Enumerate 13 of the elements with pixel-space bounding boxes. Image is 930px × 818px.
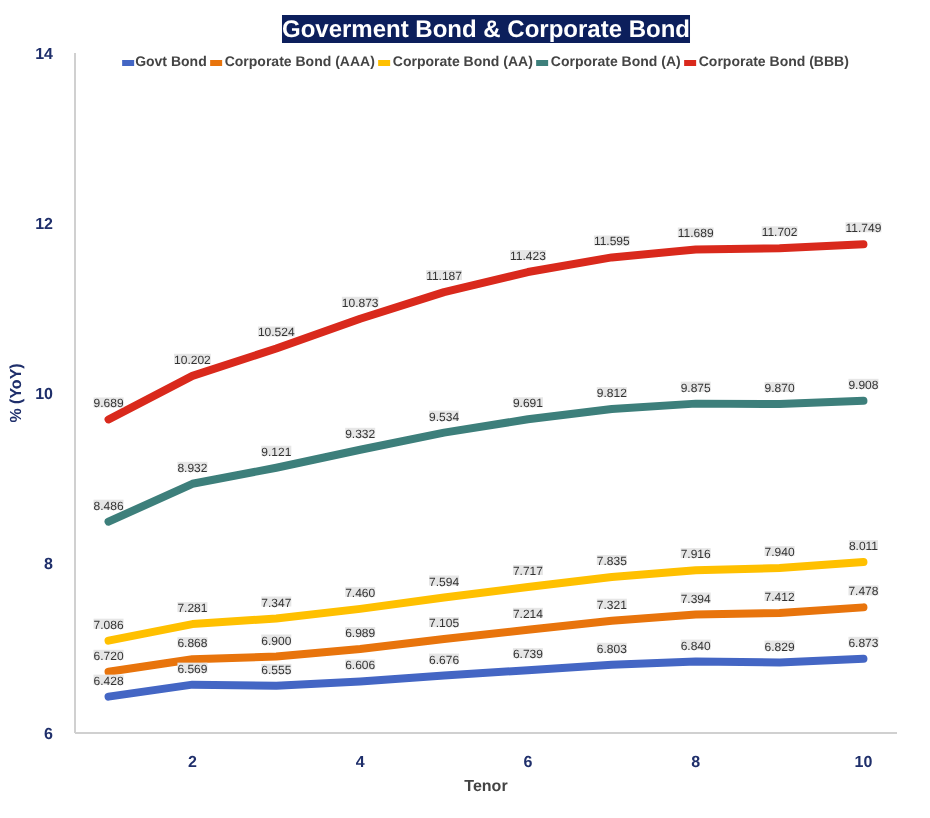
x-tick-label: 10 [854, 753, 874, 771]
x-axis-title: Tenor [464, 777, 508, 795]
x-tick-label: 4 [355, 753, 366, 771]
x-tick-label: 2 [187, 753, 198, 771]
y-axis-title: % (YoY) [7, 362, 26, 423]
y-tick-label: 6 [44, 725, 55, 743]
y-tick-label: 14 [35, 45, 55, 63]
y-tick-label: 8 [44, 555, 55, 573]
x-tick-label: 6 [523, 753, 534, 771]
y-tick-label: 12 [35, 215, 55, 233]
y-tick-label: 10 [35, 385, 55, 403]
x-tick-label: 8 [691, 753, 702, 771]
chart-title: Goverment Bond & Corporate Bond [281, 15, 691, 43]
